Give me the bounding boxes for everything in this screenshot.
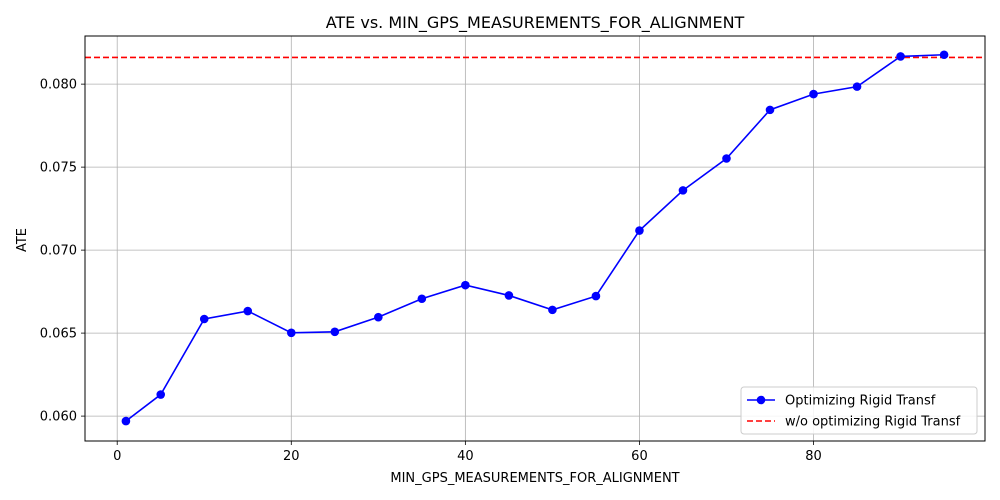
x-tick-label: 80 xyxy=(805,449,822,464)
data-point xyxy=(374,312,383,322)
data-point xyxy=(852,82,862,91)
data-point xyxy=(635,226,644,235)
data-point xyxy=(504,291,514,300)
data-point xyxy=(417,294,427,304)
data-point xyxy=(243,306,253,316)
x-axis-label: MIN_GPS_MEASUREMENTS_FOR_ALIGNMENT xyxy=(390,471,679,486)
data-point xyxy=(722,154,731,163)
data-point xyxy=(199,314,209,324)
y-tick-label: 0.070 xyxy=(40,244,77,259)
x-tick-label: 20 xyxy=(283,449,300,464)
data-point xyxy=(896,52,905,61)
y-axis-label: ATE xyxy=(15,228,30,252)
data-point xyxy=(548,305,557,315)
plot-area xyxy=(85,50,985,426)
y-tick-label: 0.075 xyxy=(40,161,77,176)
data-point xyxy=(330,327,340,337)
y-tick-label: 0.080 xyxy=(40,78,77,93)
x-tick-label: 0 xyxy=(113,449,121,464)
grid xyxy=(85,36,985,441)
data-point xyxy=(286,328,296,338)
legend-label: w/o optimizing Rigid Transf xyxy=(785,415,961,430)
data-point xyxy=(591,291,601,301)
data-point xyxy=(461,280,470,290)
data-point xyxy=(809,89,818,99)
y-tick-label: 0.060 xyxy=(40,410,77,425)
legend-label: Optimizing Rigid Transf xyxy=(785,394,936,409)
legend-marker xyxy=(756,395,766,405)
legend: Optimizing Rigid Transf w/o optimizing Ri… xyxy=(740,386,978,435)
x-tick-label: 40 xyxy=(457,449,474,464)
plot-frame xyxy=(84,35,986,442)
data-point xyxy=(156,390,166,399)
series-line xyxy=(125,53,945,422)
axis-ticks: 0 20 40 60 80 0.060 0.065 0.070 0.075 0.080 xyxy=(40,78,822,464)
y-tick-label: 0.065 xyxy=(40,327,77,342)
legend-box xyxy=(740,386,978,435)
data-point xyxy=(939,50,949,60)
data-point xyxy=(121,416,131,426)
chart-title: ATE vs. MIN_GPS_MEASUREMENTS_FOR_ALIGNME… xyxy=(326,13,745,33)
data-point xyxy=(678,186,688,195)
data-point xyxy=(765,105,775,115)
x-tick-label: 60 xyxy=(631,449,648,464)
